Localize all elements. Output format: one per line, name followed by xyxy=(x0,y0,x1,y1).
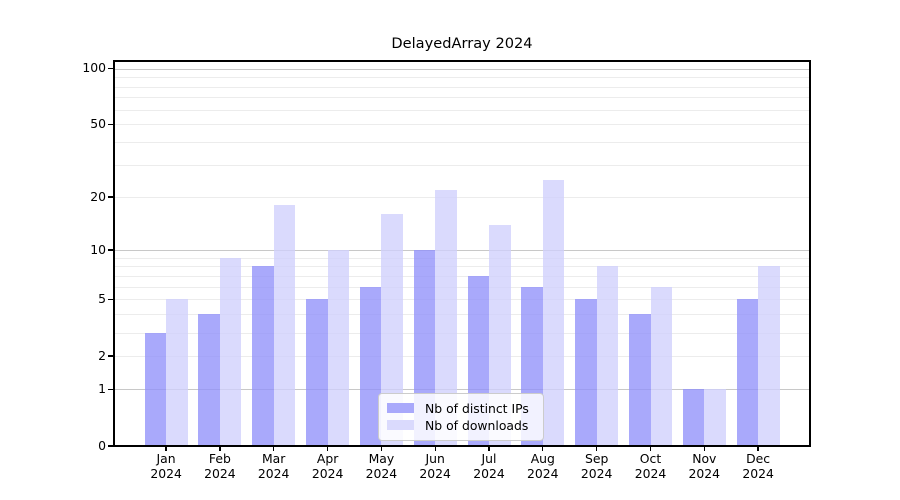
x-tick-mar xyxy=(273,446,275,451)
gridline-20 xyxy=(114,197,810,198)
x-tick-label-may: May 2024 xyxy=(365,451,398,481)
x-tick-label-feb: Feb 2024 xyxy=(204,451,236,481)
legend-row-downloads: Nb of downloads xyxy=(387,417,535,433)
x-tick-label-apr: Apr 2024 xyxy=(311,451,344,481)
legend-swatch-downloads xyxy=(387,420,414,430)
bar-sep-distinct-ips xyxy=(575,299,597,447)
bar-oct-downloads xyxy=(650,286,672,447)
bar-apr-downloads xyxy=(327,249,350,447)
y-tick-20 xyxy=(108,196,114,198)
x-tick-label-jul: Jul 2024 xyxy=(473,451,505,481)
y-tick-label-1: 1 xyxy=(98,380,106,396)
bar-feb-downloads xyxy=(219,257,242,447)
x-tick-sep xyxy=(596,446,598,451)
x-tick-label-sep: Sep 2024 xyxy=(580,451,613,481)
x-tick-label-nov: Nov 2024 xyxy=(688,451,721,481)
gridline-50 xyxy=(114,124,810,126)
gridline-4 xyxy=(114,314,810,316)
bar-jun-downloads xyxy=(435,189,457,447)
y-tick-label-100: 100 xyxy=(82,60,106,76)
bar-may-downloads xyxy=(381,214,403,447)
y-tick-label-0: 0 xyxy=(98,437,106,453)
bar-dec-distinct-ips xyxy=(736,299,759,447)
x-tick-label-mar: Mar 2024 xyxy=(257,451,290,481)
gridline-1 xyxy=(114,389,810,391)
chart-title: DelayedArray 2024 xyxy=(391,35,533,52)
gridline-70 xyxy=(114,97,810,99)
gridline-40 xyxy=(114,142,810,144)
gridline-80 xyxy=(114,86,810,88)
y-tick-label-20: 20 xyxy=(90,188,106,204)
x-axis-line xyxy=(113,445,811,447)
legend-label-distinct-ips: Nb of distinct IPs xyxy=(425,400,529,416)
y-tick-10 xyxy=(108,249,114,251)
x-tick-label-dec: Dec 2024 xyxy=(742,451,774,481)
bar-oct-distinct-ips xyxy=(629,314,651,447)
x-tick-feb xyxy=(219,446,221,451)
x-tick-label-oct: Oct 2024 xyxy=(634,451,667,481)
y-tick-50 xyxy=(108,123,114,126)
right-spine xyxy=(809,60,811,447)
legend-swatch-distinct-ips xyxy=(387,403,414,413)
x-tick-dec xyxy=(757,446,759,451)
x-tick-nov xyxy=(703,446,705,451)
y-tick-label-10: 10 xyxy=(90,241,106,257)
y-tick-2 xyxy=(108,355,114,357)
x-tick-label-aug: Aug 2024 xyxy=(527,451,559,481)
y-tick-label-5: 5 xyxy=(98,291,106,307)
gridline-100 xyxy=(114,68,810,70)
gridline-60 xyxy=(114,109,810,111)
top-spine xyxy=(113,60,811,62)
bar-sep-downloads xyxy=(596,266,619,447)
legend: Nb of distinct IPs Nb of downloads xyxy=(378,393,544,441)
y-tick-label-2: 2 xyxy=(98,347,106,363)
x-tick-label-jun: Jun 2024 xyxy=(419,451,451,481)
x-tick-jul xyxy=(488,446,490,451)
x-tick-aug xyxy=(542,446,544,451)
x-tick-jun xyxy=(434,446,436,451)
gridline-30 xyxy=(114,165,810,167)
bar-jan-distinct-ips xyxy=(144,332,167,447)
y-tick-1 xyxy=(108,388,114,390)
gridline-10 xyxy=(114,249,810,251)
x-tick-oct xyxy=(649,446,652,451)
y-tick-label-50: 50 xyxy=(90,116,106,132)
bar-jan-downloads xyxy=(166,299,188,447)
bar-nov-downloads xyxy=(704,389,726,447)
y-tick-100 xyxy=(108,68,114,70)
gridline-7 xyxy=(114,275,810,277)
y-tick-0 xyxy=(108,445,114,447)
gridline-6 xyxy=(114,286,810,288)
bar-feb-distinct-ips xyxy=(198,314,220,447)
bar-may-distinct-ips xyxy=(359,286,382,447)
gridline-9 xyxy=(114,257,810,259)
bar-mar-distinct-ips xyxy=(252,266,274,447)
legend-label-downloads: Nb of downloads xyxy=(425,417,529,433)
y-tick-5 xyxy=(108,298,114,301)
bar-jul-downloads xyxy=(489,224,511,447)
bar-apr-distinct-ips xyxy=(306,299,328,447)
bar-nov-distinct-ips xyxy=(682,389,705,447)
x-tick-apr xyxy=(326,446,329,451)
gridline-90 xyxy=(114,77,810,79)
x-tick-jan xyxy=(165,446,167,451)
bar-aug-downloads xyxy=(542,179,565,447)
gridline-5 xyxy=(114,299,810,301)
legend-row-distinct-ips: Nb of distinct IPs xyxy=(387,400,535,416)
x-tick-label-jan: Jan 2024 xyxy=(150,451,182,481)
gridline-2 xyxy=(114,356,810,357)
x-tick-may xyxy=(380,446,383,451)
gridline-8 xyxy=(114,266,810,268)
y-axis-line xyxy=(113,60,115,447)
gridline-3 xyxy=(114,332,810,334)
bar-dec-downloads xyxy=(758,266,780,447)
bar-mar-downloads xyxy=(273,205,296,447)
